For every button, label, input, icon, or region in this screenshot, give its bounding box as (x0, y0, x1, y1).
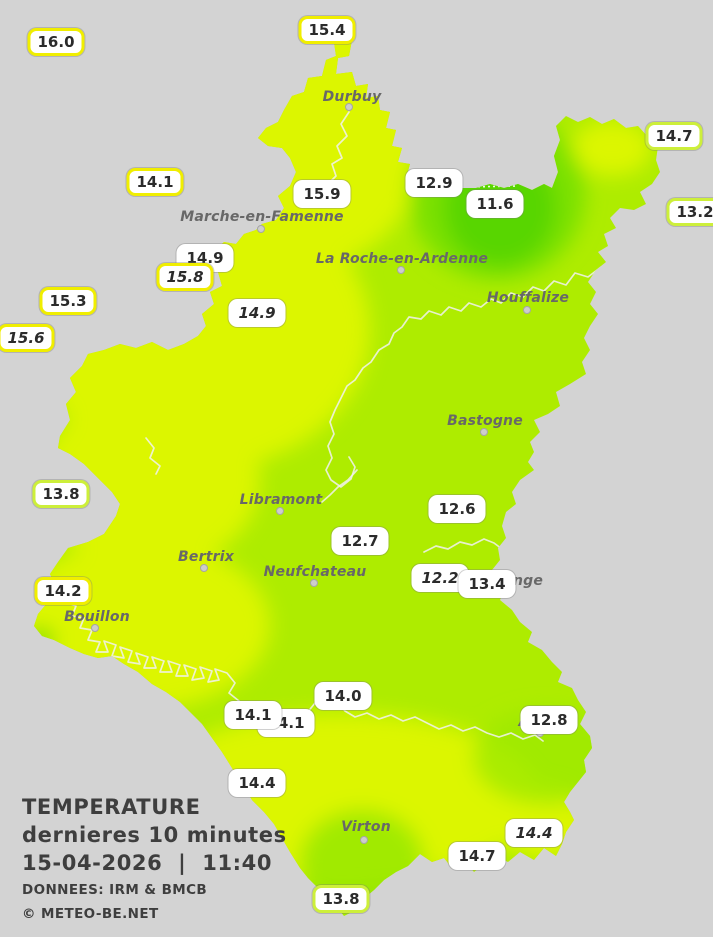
city-dot-marker (276, 507, 284, 515)
city-label: Houffalize (486, 290, 570, 306)
city-label: Libramont (239, 492, 323, 508)
temperature-badge: 11.6 (466, 190, 524, 218)
temperature-badge: 14.7 (645, 122, 703, 150)
temperature-badge: 13.8 (32, 480, 90, 508)
temperature-badge: 14.7 (448, 842, 506, 870)
temperature-badge: 12.6 (428, 495, 486, 523)
temperature-badge: 14.1 (126, 168, 184, 196)
temperature-badge: 14.4 (228, 769, 286, 797)
city-dot-marker (523, 306, 531, 314)
city-label: La Roche-en-Ardenne (315, 251, 489, 267)
temperature-badge: 12.8 (520, 706, 578, 734)
city-dot-marker (480, 428, 488, 436)
city-label: Bertrix (178, 549, 234, 565)
temperature-badge: 12.7 (331, 527, 389, 555)
city-dot-marker (91, 624, 99, 632)
temperature-badge: 15.9 (293, 180, 351, 208)
city-dot-marker (397, 266, 405, 274)
temperature-badge: 14.1 (224, 701, 282, 729)
copyright: © METEO-BE.NET (22, 906, 159, 922)
data-source: DONNEES: IRM & BMCB (22, 882, 208, 898)
temperature-badge: 14.0 (314, 682, 372, 710)
temperature-badge: 13.4 (458, 570, 516, 598)
temperature-badge: 15.6 (0, 324, 55, 352)
map-datetime: 15-04-2026 | 11:40 (22, 851, 273, 875)
temperature-badge: 14.9 (228, 299, 286, 327)
temperature-badge: 15.3 (39, 287, 97, 315)
city-dot-marker (310, 579, 318, 587)
map-title: TEMPERATURE (22, 795, 201, 819)
city-label: Marche-en-Famenne (180, 209, 344, 225)
temperature-badge: 15.8 (156, 263, 214, 291)
temperature-badge: 14.4 (505, 819, 563, 847)
title-block: TEMPERATURE dernieres 10 minutes 15-04-2… (22, 793, 287, 925)
city-dot-marker (257, 225, 265, 233)
temperature-badge: 14.2 (34, 577, 92, 605)
city-label: Durbuy (322, 89, 382, 105)
temperature-badge: 13.2 (666, 198, 713, 226)
temperature-badge: 12.9 (405, 169, 463, 197)
city-dot-marker (360, 836, 368, 844)
map-subtitle: dernieres 10 minutes (22, 823, 287, 847)
temperature-badge: 15.4 (298, 16, 356, 44)
temperature-badge: 13.8 (312, 885, 370, 913)
city-dot-marker (200, 564, 208, 572)
city-label: Bouillon (64, 609, 130, 625)
temperature-badge: 16.0 (27, 28, 85, 56)
city-label: Neufchateau (263, 564, 367, 580)
city-label: Virton (341, 819, 391, 835)
city-label: Bastogne (447, 413, 523, 429)
city-dot-marker (345, 103, 353, 111)
